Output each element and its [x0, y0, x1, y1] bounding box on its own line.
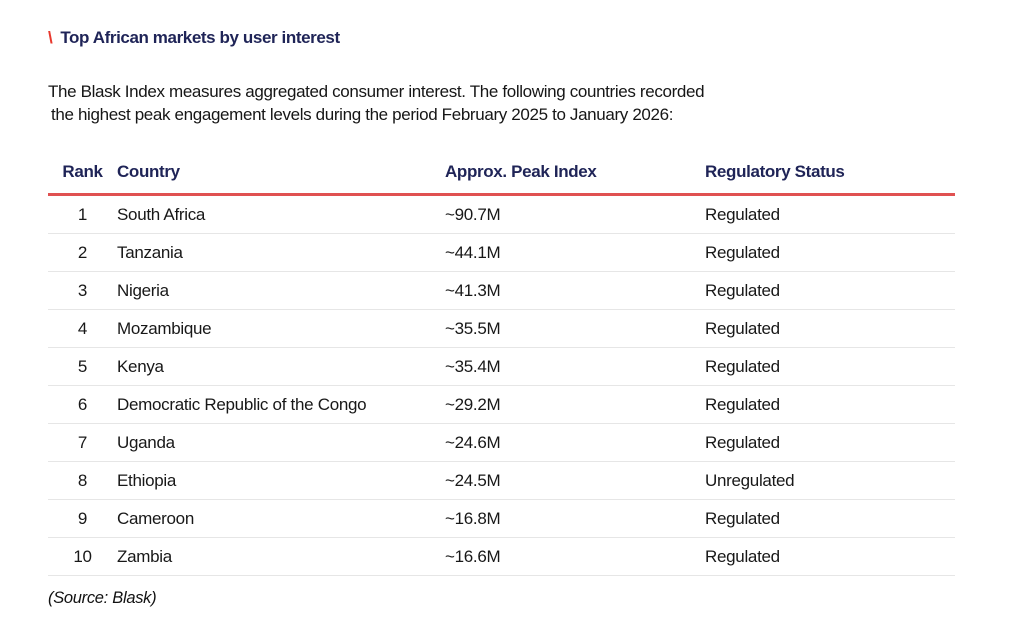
status-cell: Unregulated	[705, 461, 955, 500]
index-cell: ~16.8M	[445, 499, 705, 538]
index-cell: ~41.3M	[445, 271, 705, 310]
table-header-row: Rank Country Approx. Peak Index Regulato…	[48, 162, 955, 196]
col-header-status: Regulatory Status	[705, 162, 955, 196]
source-note: (Source: Blask)	[48, 589, 157, 607]
table-row: 2 Tanzania ~44.1M Regulated	[48, 233, 955, 272]
country-cell: Nigeria	[117, 271, 445, 310]
country-cell: South Africa	[117, 194, 445, 234]
rank-cell: 1	[48, 194, 117, 234]
rank-cell: 5	[48, 347, 117, 386]
index-cell: ~16.6M	[445, 537, 705, 576]
status-cell: Regulated	[705, 233, 955, 272]
country-cell: Mozambique	[117, 309, 445, 348]
country-cell: Kenya	[117, 347, 445, 386]
intro-line-2: the highest peak engagement levels durin…	[51, 105, 674, 124]
rank-cell: 7	[48, 423, 117, 462]
table-row: 5 Kenya ~35.4M Regulated	[48, 347, 955, 386]
section-title-text: Top African markets by user interest	[60, 28, 340, 47]
table-row: 9 Cameroon ~16.8M Regulated	[48, 499, 955, 538]
index-cell: ~24.5M	[445, 461, 705, 500]
country-cell: Cameroon	[117, 499, 445, 538]
title-backslash-accent: \	[48, 28, 53, 47]
country-cell: Zambia	[117, 537, 445, 576]
col-header-rank: Rank	[48, 162, 117, 196]
rank-cell: 8	[48, 461, 117, 500]
index-cell: ~44.1M	[445, 233, 705, 272]
index-cell: ~35.4M	[445, 347, 705, 386]
intro-line-1: The Blask Index measures aggregated cons…	[48, 82, 705, 101]
status-cell: Regulated	[705, 385, 955, 424]
status-cell: Regulated	[705, 423, 955, 462]
markets-table: Rank Country Approx. Peak Index Regulato…	[48, 162, 955, 576]
table-row: 7 Uganda ~24.6M Regulated	[48, 423, 955, 462]
status-cell: Regulated	[705, 347, 955, 386]
status-cell: Regulated	[705, 499, 955, 538]
table-row: 8 Ethiopia ~24.5M Unregulated	[48, 461, 955, 500]
rank-cell: 9	[48, 499, 117, 538]
table-row: 1 South Africa ~90.7M Regulated	[48, 194, 955, 234]
table-row: 10 Zambia ~16.6M Regulated	[48, 537, 955, 576]
col-header-country: Country	[117, 162, 445, 196]
status-cell: Regulated	[705, 537, 955, 576]
table-row: 4 Mozambique ~35.5M Regulated	[48, 309, 955, 348]
table-row: 6 Democratic Republic of the Congo ~29.2…	[48, 385, 955, 424]
rank-cell: 4	[48, 309, 117, 348]
rank-cell: 10	[48, 537, 117, 576]
country-cell: Tanzania	[117, 233, 445, 272]
table-row: 3 Nigeria ~41.3M Regulated	[48, 271, 955, 310]
report-page: \ Top African markets by user interest Th…	[48, 28, 976, 607]
status-cell: Regulated	[705, 271, 955, 310]
rank-cell: 3	[48, 271, 117, 310]
country-cell: Democratic Republic of the Congo	[117, 385, 445, 424]
index-cell: ~24.6M	[445, 423, 705, 462]
intro-paragraph: The Blask Index measures aggregated cons…	[48, 80, 976, 126]
rank-cell: 2	[48, 233, 117, 272]
status-cell: Regulated	[705, 194, 955, 234]
section-title: \ Top African markets by user interest	[48, 28, 976, 48]
rank-cell: 6	[48, 385, 117, 424]
index-cell: ~35.5M	[445, 309, 705, 348]
status-cell: Regulated	[705, 309, 955, 348]
index-cell: ~90.7M	[445, 194, 705, 234]
country-cell: Uganda	[117, 423, 445, 462]
index-cell: ~29.2M	[445, 385, 705, 424]
country-cell: Ethiopia	[117, 461, 445, 500]
col-header-index: Approx. Peak Index	[445, 162, 705, 196]
